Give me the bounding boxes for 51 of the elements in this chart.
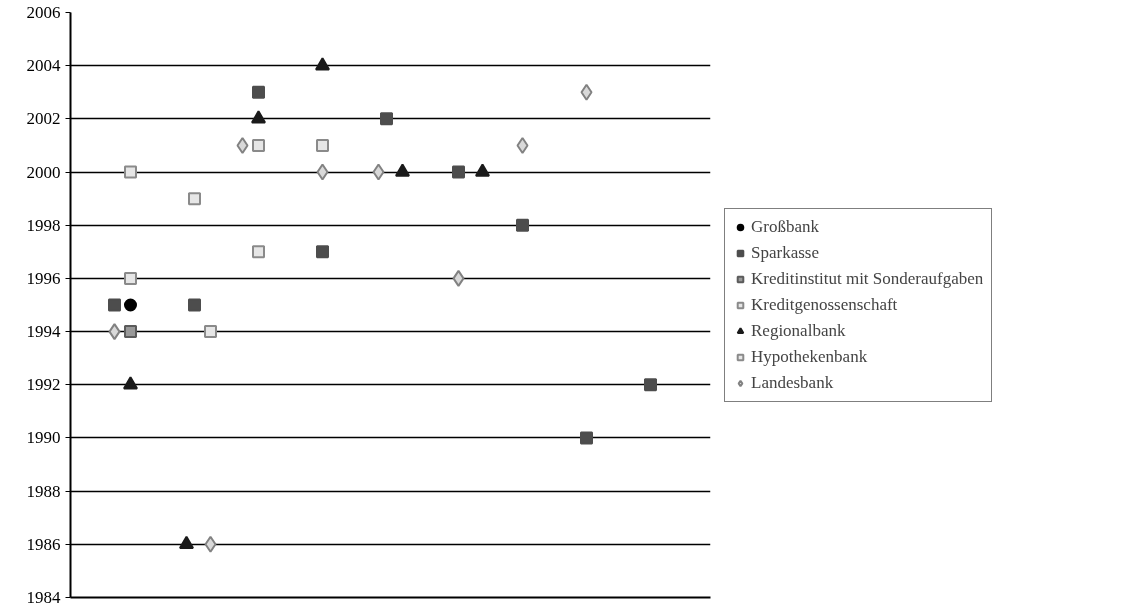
point (204, 325, 217, 339)
y-tick-label: 2006 (26, 3, 61, 22)
point (316, 245, 329, 259)
point (315, 57, 330, 71)
point (516, 218, 529, 232)
legend-label: Großbank (751, 216, 819, 237)
point (124, 298, 137, 312)
point (108, 298, 121, 312)
point (124, 271, 137, 285)
point (516, 136, 529, 154)
point (316, 138, 329, 152)
point (179, 535, 194, 550)
point (188, 192, 201, 206)
y-tick-label: 1990 (26, 428, 61, 448)
point (252, 138, 265, 152)
point (123, 376, 138, 390)
point (380, 112, 393, 126)
point (124, 165, 137, 179)
point (580, 431, 593, 445)
y-tick-label: 2002 (26, 109, 61, 129)
y-tick-label: 1984 (26, 588, 61, 607)
point (108, 323, 121, 341)
point (124, 325, 137, 339)
legend-label: Landesbank (751, 372, 834, 393)
y-tick-label: 1998 (26, 215, 61, 235)
y-tick-label: 1992 (26, 375, 61, 395)
point (452, 165, 465, 179)
point (188, 298, 201, 312)
point (236, 136, 249, 154)
legend-label: Kreditinstitut mit Sonderaufgaben (751, 268, 984, 289)
y-tick-label: 1988 (26, 481, 61, 501)
point (580, 83, 593, 101)
point (204, 535, 217, 553)
legend-label: Sparkasse (751, 242, 819, 263)
point (452, 269, 465, 287)
y-tick-label: 2000 (26, 162, 61, 182)
point (395, 163, 410, 177)
legend-label: Regionalbank (751, 320, 846, 341)
y-tick-label: 1994 (26, 322, 61, 342)
point (316, 163, 329, 181)
point (251, 110, 266, 124)
y-tick-label: 2004 (26, 56, 61, 76)
point (252, 85, 265, 99)
point (372, 163, 385, 181)
point (644, 378, 657, 392)
point (475, 163, 490, 177)
point (252, 245, 265, 259)
legend-label: Hypothekenbank (751, 346, 868, 367)
y-tick-label: 1996 (26, 268, 61, 288)
y-tick-label: 1986 (26, 534, 61, 554)
legend-label: Kreditgenossenschaft (751, 294, 898, 315)
